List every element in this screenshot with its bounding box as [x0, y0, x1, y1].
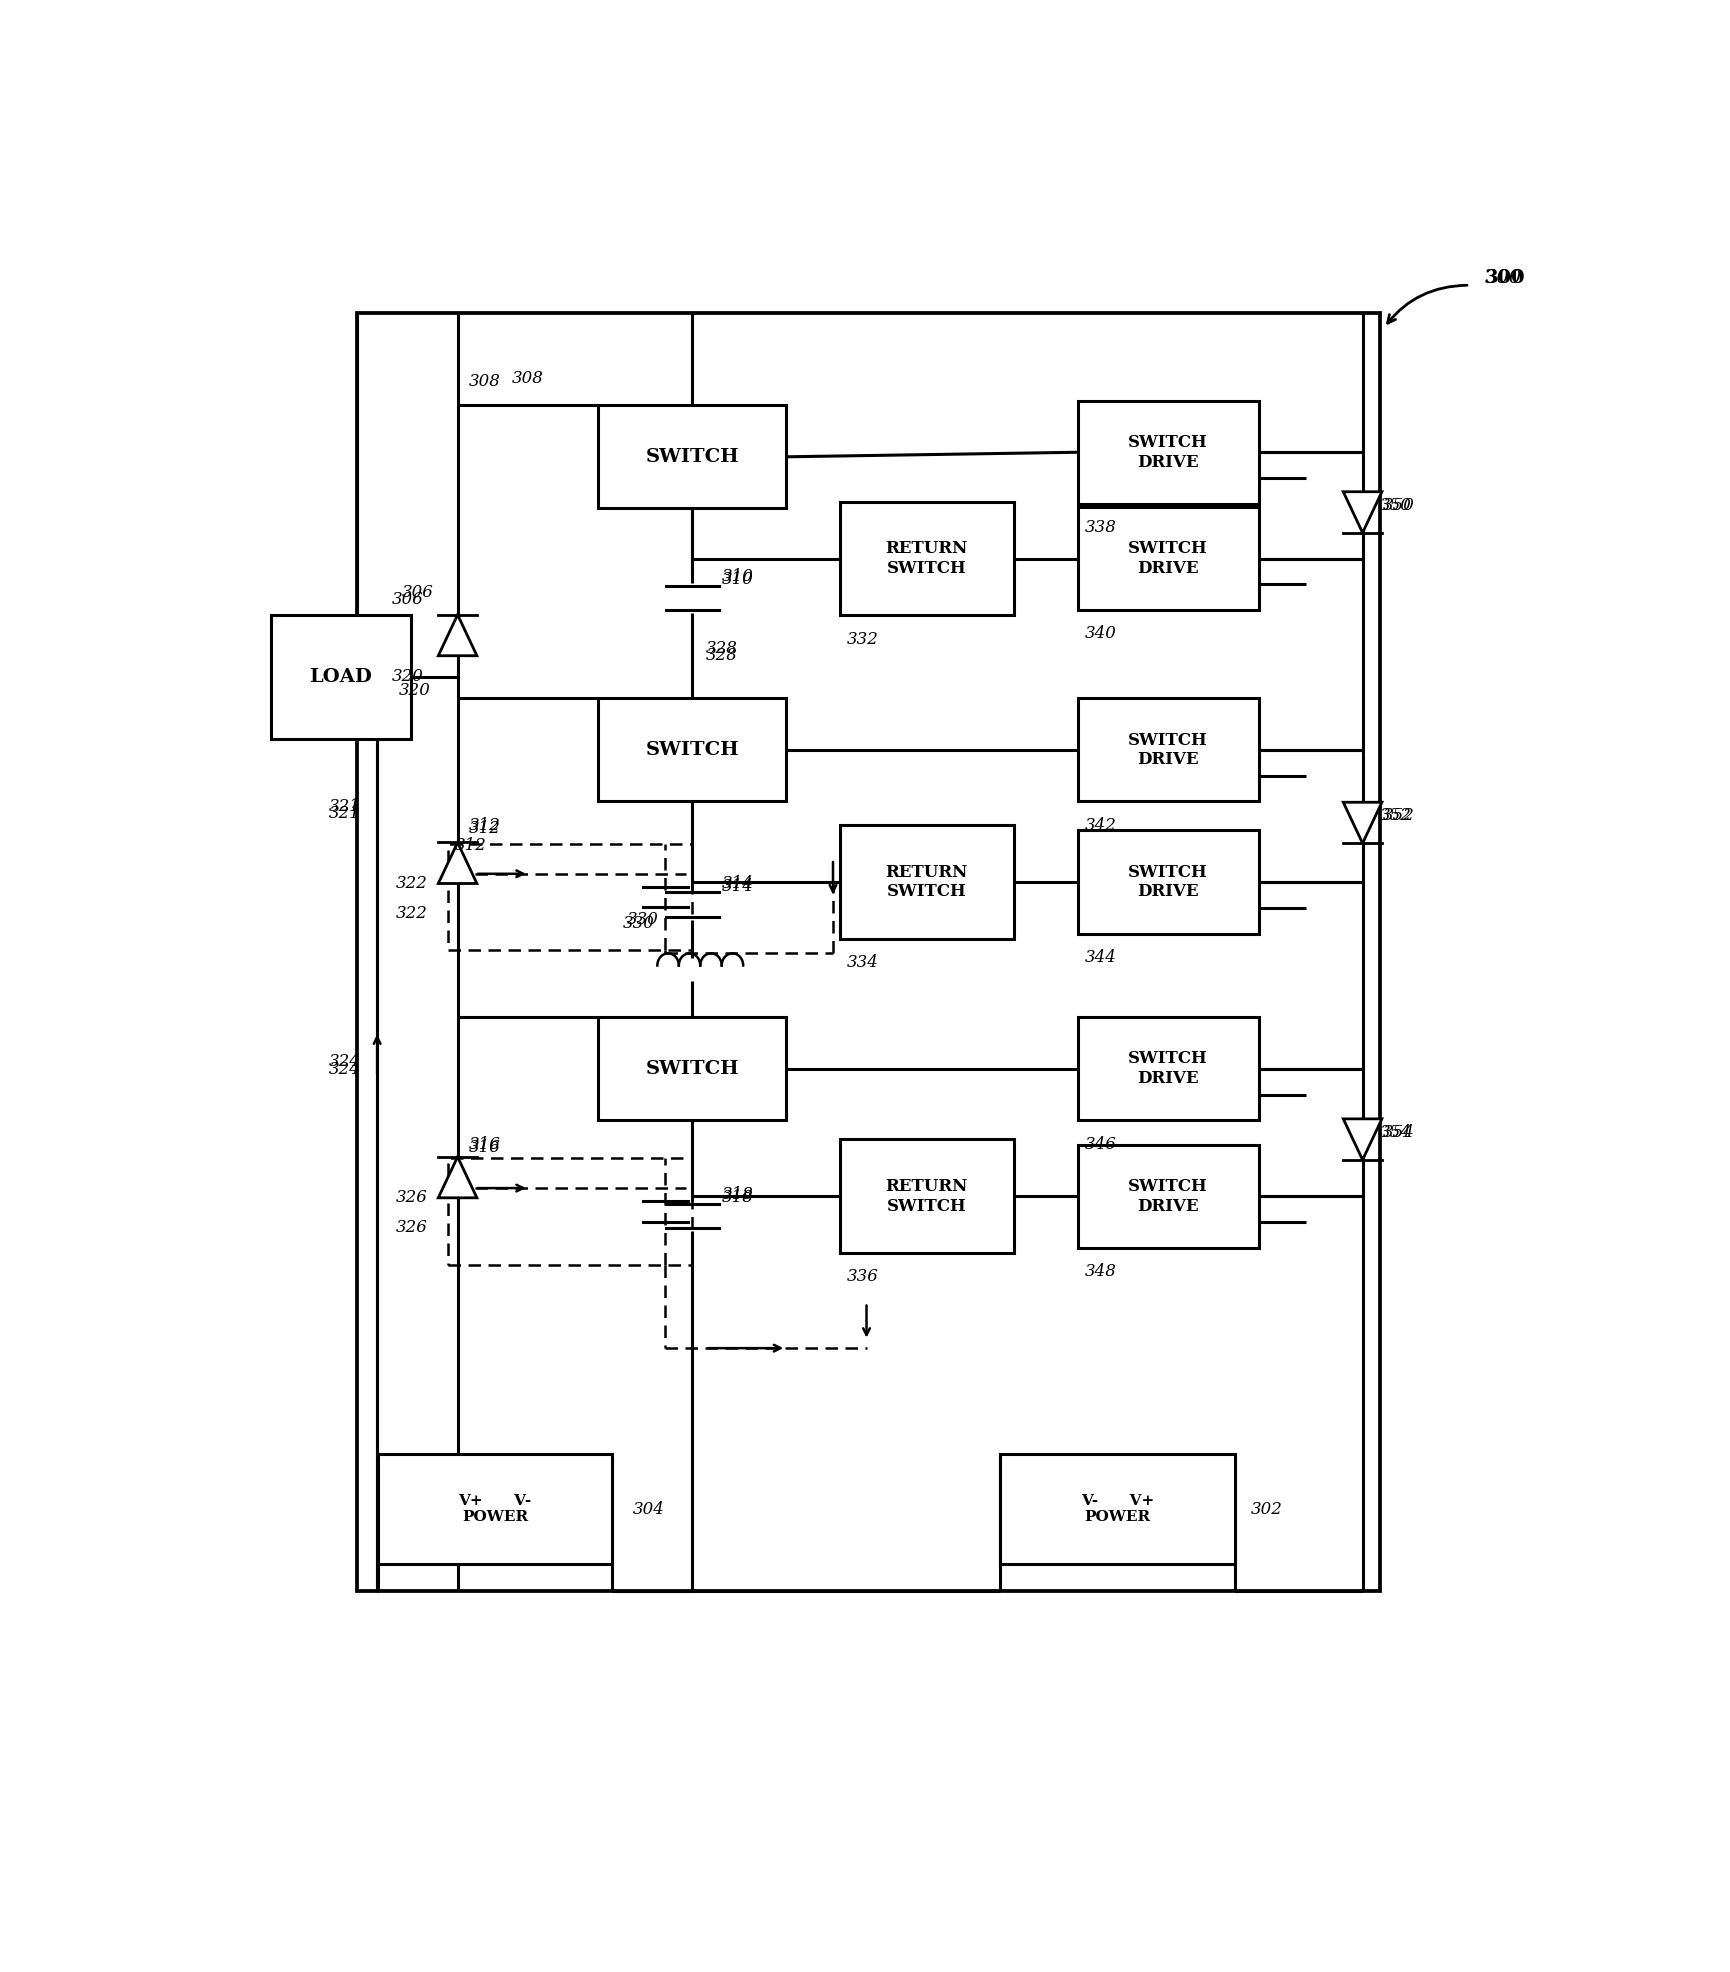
- Bar: [1078, 1144, 1259, 1248]
- Polygon shape: [438, 1158, 477, 1197]
- Text: 316: 316: [469, 1138, 500, 1156]
- Text: 321: 321: [329, 805, 362, 822]
- Bar: [270, 615, 412, 740]
- Text: 316: 316: [469, 1136, 500, 1152]
- Bar: [356, 314, 1381, 1591]
- Text: 300: 300: [1484, 268, 1526, 286]
- Bar: [1078, 507, 1259, 609]
- Text: 328: 328: [706, 639, 737, 657]
- Text: 314: 314: [721, 876, 754, 891]
- Text: 308: 308: [469, 373, 500, 390]
- Text: 324: 324: [329, 1061, 362, 1079]
- Text: 318: 318: [721, 1189, 754, 1207]
- Text: SWITCH
DRIVE: SWITCH DRIVE: [1128, 864, 1208, 901]
- Text: 354: 354: [1382, 1124, 1415, 1142]
- Text: 332: 332: [846, 631, 879, 647]
- Text: 338: 338: [1085, 519, 1116, 536]
- Bar: [839, 824, 1014, 939]
- Text: 342: 342: [1085, 816, 1116, 834]
- Text: 310: 310: [721, 572, 754, 588]
- Text: V-      V+
POWER: V- V+ POWER: [1081, 1495, 1154, 1524]
- Bar: [1000, 1455, 1235, 1564]
- Polygon shape: [438, 842, 477, 883]
- Text: 330: 330: [626, 911, 659, 927]
- Text: SWITCH: SWITCH: [645, 741, 739, 759]
- Text: 330: 330: [623, 915, 654, 933]
- Text: 306: 306: [393, 592, 424, 607]
- Polygon shape: [1342, 803, 1382, 844]
- Text: 300: 300: [1484, 268, 1522, 286]
- Text: 346: 346: [1085, 1136, 1116, 1152]
- Text: 352: 352: [1381, 807, 1412, 824]
- Text: SWITCH: SWITCH: [645, 1059, 739, 1079]
- Bar: [1078, 400, 1259, 505]
- Bar: [448, 844, 692, 951]
- Bar: [599, 404, 785, 509]
- Text: 314: 314: [721, 878, 754, 895]
- Text: V+      V-
POWER: V+ V- POWER: [458, 1495, 531, 1524]
- Polygon shape: [438, 615, 477, 657]
- Polygon shape: [1342, 1118, 1382, 1160]
- Text: 354: 354: [1381, 1124, 1412, 1142]
- Text: 312: 312: [469, 820, 500, 836]
- Text: SWITCH
DRIVE: SWITCH DRIVE: [1128, 732, 1208, 769]
- Text: 322: 322: [396, 905, 427, 921]
- Text: 328: 328: [706, 647, 737, 665]
- Text: 321: 321: [329, 797, 362, 814]
- Text: RETURN
SWITCH: RETURN SWITCH: [886, 540, 969, 578]
- Text: 350: 350: [1381, 497, 1412, 515]
- Text: 312: 312: [469, 816, 500, 834]
- Text: 350: 350: [1382, 497, 1415, 515]
- Text: RETURN
SWITCH: RETURN SWITCH: [886, 864, 969, 901]
- Text: 324: 324: [329, 1053, 362, 1071]
- Text: RETURN
SWITCH: RETURN SWITCH: [886, 1177, 969, 1215]
- Text: 344: 344: [1085, 949, 1116, 966]
- Text: 334: 334: [846, 954, 879, 970]
- Text: 302: 302: [1251, 1501, 1282, 1518]
- Text: 322: 322: [396, 876, 427, 891]
- Text: 348: 348: [1085, 1264, 1116, 1280]
- Text: 320: 320: [393, 669, 424, 686]
- Bar: [599, 1018, 785, 1120]
- Text: 318: 318: [721, 1187, 754, 1203]
- Text: 336: 336: [846, 1268, 879, 1286]
- Bar: [839, 501, 1014, 615]
- Bar: [1078, 1018, 1259, 1120]
- Text: 340: 340: [1085, 625, 1116, 643]
- Text: 326: 326: [396, 1219, 427, 1236]
- Bar: [377, 1455, 612, 1564]
- Bar: [1078, 698, 1259, 801]
- Text: SWITCH
DRIVE: SWITCH DRIVE: [1128, 434, 1208, 471]
- Text: 304: 304: [633, 1501, 664, 1518]
- Bar: [1078, 830, 1259, 933]
- Text: 326: 326: [396, 1189, 427, 1207]
- Text: 308: 308: [512, 371, 543, 387]
- Text: 310: 310: [721, 568, 754, 586]
- Bar: [448, 1158, 692, 1264]
- Polygon shape: [1342, 491, 1382, 532]
- Bar: [599, 698, 785, 801]
- Text: 306: 306: [401, 584, 434, 601]
- Text: SWITCH: SWITCH: [645, 448, 739, 465]
- Text: 312: 312: [455, 836, 486, 854]
- Text: SWITCH
DRIVE: SWITCH DRIVE: [1128, 1051, 1208, 1087]
- Text: 352: 352: [1382, 807, 1415, 824]
- Text: SWITCH
DRIVE: SWITCH DRIVE: [1128, 1177, 1208, 1215]
- Text: LOAD: LOAD: [310, 669, 372, 686]
- Text: SWITCH
DRIVE: SWITCH DRIVE: [1128, 540, 1208, 578]
- Text: 320: 320: [400, 682, 431, 698]
- Bar: [839, 1140, 1014, 1254]
